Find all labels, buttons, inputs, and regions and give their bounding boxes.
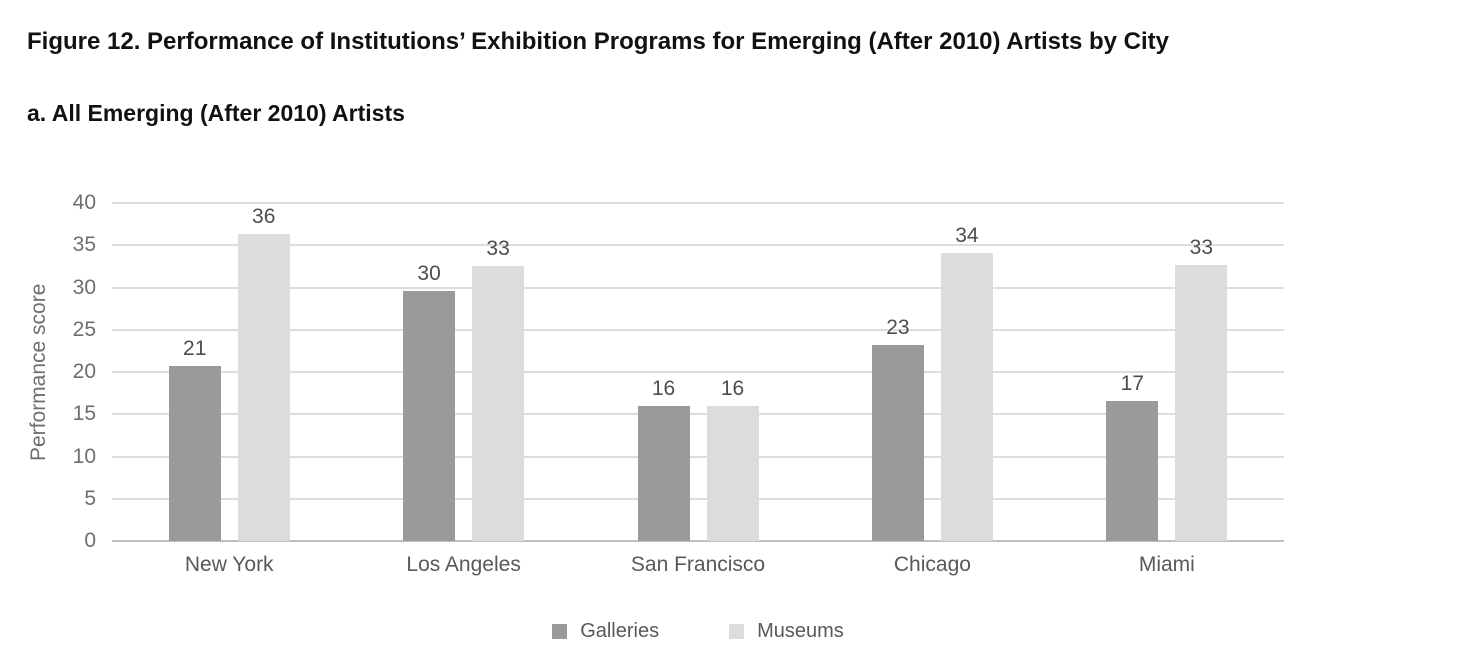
galleries-bar-san-francisco xyxy=(637,405,690,541)
bar-column: 33 xyxy=(472,237,525,541)
bar-column: 30 xyxy=(403,261,456,541)
bar-column: 33 xyxy=(1175,235,1228,541)
chart-legend: Galleries Museums xyxy=(112,620,1284,643)
bar-group-san-francisco: 16 16 xyxy=(581,203,815,541)
data-label: 23 xyxy=(886,315,910,339)
bar-column: 36 xyxy=(237,205,290,541)
figure-subtitle: a. All Emerging (After 2010) Artists xyxy=(27,100,405,126)
galleries-bar-new-york xyxy=(168,366,221,541)
galleries-bar-chicago xyxy=(871,344,924,541)
galleries-bar-los-angeles xyxy=(403,290,456,541)
plot-area: 21 36 30 33 16 16 23 34 17 33 xyxy=(112,202,1284,542)
category-label-chicago: Chicago xyxy=(893,553,971,576)
legend-swatch-icon xyxy=(552,624,568,639)
data-label: 33 xyxy=(486,237,510,261)
gridline-15 xyxy=(112,413,1284,416)
gridline-35 xyxy=(112,244,1284,247)
data-label: 30 xyxy=(417,261,441,285)
museums-bar-chicago xyxy=(940,252,993,541)
y-tick-label: 15 xyxy=(72,402,96,426)
data-label: 21 xyxy=(183,337,207,361)
legend-label: Museums xyxy=(757,620,844,642)
data-label: 36 xyxy=(252,205,276,229)
data-label: 17 xyxy=(1120,371,1144,395)
legend-item-galleries: Galleries xyxy=(552,620,659,643)
bar-group-new-york: 21 36 xyxy=(112,203,346,541)
bar-column: 16 xyxy=(637,376,690,541)
bar-column: 21 xyxy=(168,337,221,541)
bar-group-miami: 17 33 xyxy=(1050,203,1284,541)
bar-group-chicago: 23 34 xyxy=(815,203,1049,541)
y-tick-label: 35 xyxy=(72,233,96,257)
y-tick-label: 25 xyxy=(72,317,96,341)
legend-swatch-icon xyxy=(729,624,745,639)
y-tick-label: 0 xyxy=(84,529,96,552)
y-tick-label: 30 xyxy=(72,275,96,299)
category-label-new-york: New York xyxy=(184,553,274,576)
y-tick-label: 20 xyxy=(72,360,96,383)
gridline-25 xyxy=(112,328,1284,331)
data-label: 16 xyxy=(720,376,745,400)
category-label-miami: Miami xyxy=(1138,553,1195,576)
x-axis-category-labels: New York Los Angeles San Francisco Chicago M… xyxy=(112,553,1284,577)
category-label-san-francisco: San Francisco xyxy=(630,553,766,576)
bar-column: 16 xyxy=(706,376,759,541)
galleries-bar-miami xyxy=(1106,400,1159,541)
gridline-40 xyxy=(112,202,1284,204)
gridline-5 xyxy=(112,497,1284,500)
museums-bar-miami xyxy=(1175,264,1228,541)
legend-label: Galleries xyxy=(580,620,660,642)
bar-column: 23 xyxy=(871,315,924,541)
bar-chart: Performance score 40 35 30 25 20 15 10 5 0 21 36 3… xyxy=(27,191,1284,643)
bar-group-los-angeles: 30 33 xyxy=(346,203,580,541)
gridline-10 xyxy=(112,455,1284,458)
museums-bar-los-angeles xyxy=(472,266,525,541)
museums-bar-san-francisco xyxy=(706,405,759,541)
data-label: 33 xyxy=(1189,235,1213,259)
gridline-20 xyxy=(112,371,1284,373)
bar-groups: 21 36 30 33 16 16 23 34 17 33 xyxy=(112,203,1284,541)
bar-column: 17 xyxy=(1106,371,1159,541)
y-tick-label: 40 xyxy=(72,191,96,214)
museums-bar-new-york xyxy=(237,234,290,541)
figure-title: Figure 12. Performance of Institutions’ … xyxy=(27,28,1169,55)
bar-column: 34 xyxy=(940,223,993,541)
y-tick-label: 10 xyxy=(72,444,96,468)
gridline-30 xyxy=(112,286,1284,289)
legend-item-museums: Museums xyxy=(729,620,844,643)
gridline-0 xyxy=(112,540,1284,542)
category-label-los-angeles: Los Angeles xyxy=(406,553,521,576)
data-label: 16 xyxy=(651,376,676,400)
data-label: 34 xyxy=(955,223,979,247)
y-tick-label: 5 xyxy=(84,486,96,510)
